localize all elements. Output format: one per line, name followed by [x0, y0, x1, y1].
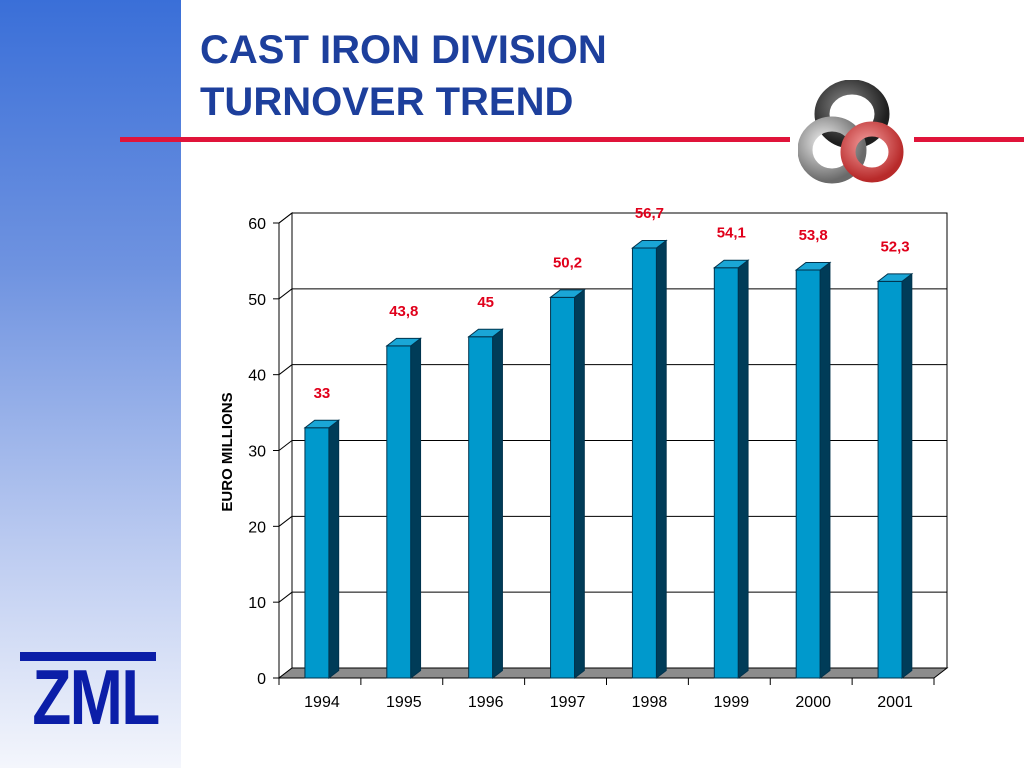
data-label: 45 [477, 294, 494, 311]
bar-front [304, 427, 330, 679]
gridline-depth [278, 515, 293, 527]
data-label: 54,1 [717, 225, 746, 242]
header-rule-left [120, 137, 790, 142]
bar-top [630, 240, 668, 249]
x-tick-label: 1995 [386, 694, 422, 711]
x-tick-label: 1994 [304, 694, 340, 711]
data-label: 53,8 [799, 227, 828, 244]
gridline-depth [278, 212, 293, 224]
bar [712, 259, 750, 680]
bar [630, 239, 668, 680]
y-tick-label: 40 [248, 368, 266, 385]
bar-side [737, 259, 749, 680]
page-title: CAST IRON DIVISION TURNOVER TREND [200, 24, 607, 128]
gridline-depth [278, 591, 293, 603]
x-tick-label: 1999 [714, 694, 750, 711]
y-axis-label: EURO MILLIONS [219, 392, 236, 511]
bar-front [468, 336, 494, 679]
gridline-depth [278, 288, 293, 300]
gridline-depth [278, 364, 293, 376]
logo-bar [20, 652, 156, 661]
bar [549, 288, 586, 680]
bar-front [795, 269, 821, 679]
x-tick-label: 2000 [795, 694, 831, 711]
bar-top [303, 419, 341, 429]
bar-front [631, 247, 657, 679]
bar-side [492, 328, 503, 680]
bar [876, 272, 914, 680]
y-tick-label: 20 [248, 519, 266, 536]
bar-front [386, 345, 412, 679]
bar [467, 328, 504, 680]
y-tick-label: 0 [257, 671, 266, 688]
bar-front [550, 296, 576, 679]
data-label: 33 [314, 385, 331, 402]
bar-side [328, 419, 340, 680]
zml-logo: ZML [20, 652, 160, 741]
bar-side [410, 337, 422, 680]
data-label: 43,8 [389, 303, 418, 320]
knot-logo-icon [798, 80, 904, 184]
title-line-2: TURNOVER TREND [200, 80, 574, 124]
gridline-depth [278, 440, 293, 451]
y-tick-label: 60 [248, 216, 266, 233]
bar [794, 261, 832, 680]
y-tick-label: 50 [248, 292, 266, 309]
bar [385, 337, 423, 680]
bar-top [876, 273, 914, 282]
bar [303, 419, 341, 680]
bar-top [712, 259, 750, 269]
bar-side [819, 261, 831, 680]
title-line-1: CAST IRON DIVISION [200, 28, 607, 72]
bar-front [713, 267, 739, 679]
bar-side [574, 288, 585, 680]
bar-side [901, 272, 913, 680]
bar-top [467, 328, 504, 338]
x-tick-label: 1998 [632, 694, 668, 711]
data-label: 50,2 [553, 254, 582, 271]
bar-top [549, 289, 586, 298]
data-label: 52,3 [880, 238, 909, 255]
header-rule-right [914, 137, 1024, 142]
plot-floor [277, 667, 949, 679]
sidebar-gradient [0, 0, 181, 768]
y-tick-label: 30 [248, 444, 266, 461]
x-tick-label: 2001 [877, 694, 913, 711]
y-tick-label: 10 [248, 595, 266, 612]
bar-front [877, 280, 903, 679]
logo-text: ZML [32, 653, 160, 741]
x-tick-label: 1996 [468, 694, 504, 711]
bar-side [655, 239, 667, 680]
data-label: 56,7 [635, 205, 664, 222]
bar-top [385, 337, 423, 347]
bar-top [794, 262, 832, 271]
x-tick-label: 1997 [550, 694, 586, 711]
